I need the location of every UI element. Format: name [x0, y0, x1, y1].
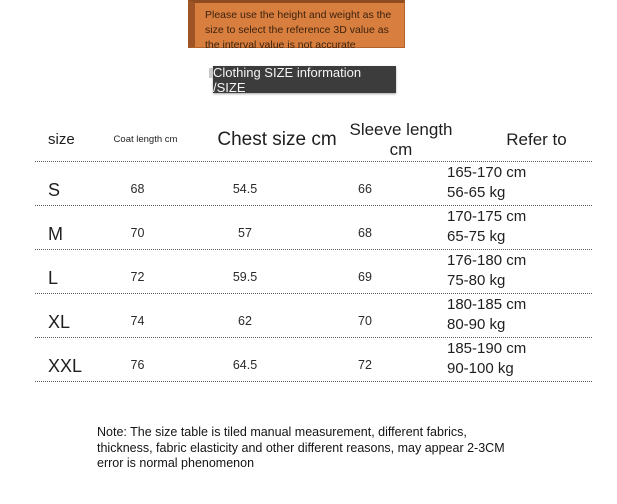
- notice-banner: Please use the height and weight as the …: [188, 0, 405, 51]
- size-label: M: [48, 224, 63, 244]
- size-label: S: [48, 180, 61, 200]
- measurement-note-text: Note: The size table is tiled manual mea…: [97, 425, 505, 471]
- coat-value: 68: [130, 182, 145, 196]
- size-info-title-bar: Clothing SIZE information /SIZE: [209, 64, 396, 95]
- header-size: size: [48, 131, 75, 148]
- refer-weight: 90-100 kg: [447, 360, 514, 377]
- refer-weight: 75-80 kg: [447, 272, 506, 289]
- sleeve-value: 68: [358, 226, 372, 240]
- refer-weight: 56-65 kg: [447, 184, 506, 201]
- header-coat-length: Coat length cm: [113, 134, 178, 145]
- chest-value: 57: [238, 226, 252, 240]
- table-row-xxl: XXL 76 64.5 72 185-190 cm 90-100 kg: [35, 338, 592, 382]
- refer-weight: 80-90 kg: [447, 316, 506, 333]
- refer-cell: 180-185 cm 80-90 kg: [425, 294, 592, 337]
- chest-value: 64.5: [232, 358, 258, 372]
- chest-value: 54.5: [232, 182, 258, 196]
- refer-height: 165-170 cm: [447, 164, 527, 181]
- size-label: L: [48, 268, 59, 288]
- coat-value: 72: [130, 270, 145, 284]
- header-refer-to: Refer to: [506, 129, 567, 149]
- refer-weight: 65-75 kg: [447, 228, 506, 245]
- size-label: XL: [48, 312, 71, 332]
- refer-height: 185-190 cm: [447, 340, 527, 357]
- table-row-s: S 68 54.5 66 165-170 cm 56-65 kg: [35, 162, 592, 206]
- sleeve-value: 72: [358, 358, 372, 372]
- refer-height: 180-185 cm: [447, 296, 527, 313]
- table-row-l: L 72 59.5 69 176-180 cm 75-80 kg: [35, 250, 592, 294]
- size-info-title-text: Clothing SIZE information /SIZE: [213, 64, 362, 95]
- refer-cell: 176-180 cm 75-80 kg: [425, 250, 592, 293]
- refer-height: 176-180 cm: [447, 252, 527, 269]
- table-row-m: M 70 57 68 170-175 cm 65-75 kg: [35, 206, 592, 250]
- header-chest-size: Chest size cm: [217, 128, 337, 150]
- notice-banner-text: Please use the height and weight as the …: [205, 9, 392, 51]
- measurement-note: Note: The size table is tiled manual mea…: [97, 425, 509, 472]
- size-label: XXL: [48, 356, 83, 376]
- header-sleeve-length: Sleeve length cm: [349, 119, 453, 159]
- refer-cell: 185-190 cm 90-100 kg: [425, 338, 592, 381]
- coat-value: 76: [130, 358, 145, 372]
- refer-cell: 165-170 cm 56-65 kg: [425, 162, 592, 205]
- sleeve-value: 70: [358, 314, 372, 328]
- table-row-xl: XL 74 62 70 180-185 cm 80-90 kg: [35, 294, 592, 338]
- refer-height: 170-175 cm: [447, 208, 527, 225]
- sleeve-value: 69: [358, 270, 372, 284]
- chest-value: 62: [238, 314, 252, 328]
- coat-value: 74: [130, 314, 145, 328]
- size-table-header-row: size Coat length cm Chest size cm Sleeve…: [35, 118, 592, 162]
- size-table: size Coat length cm Chest size cm Sleeve…: [35, 118, 592, 382]
- refer-cell: 170-175 cm 65-75 kg: [425, 206, 592, 249]
- coat-value: 70: [130, 226, 145, 240]
- sleeve-value: 66: [358, 182, 372, 196]
- chest-value: 59.5: [232, 270, 258, 284]
